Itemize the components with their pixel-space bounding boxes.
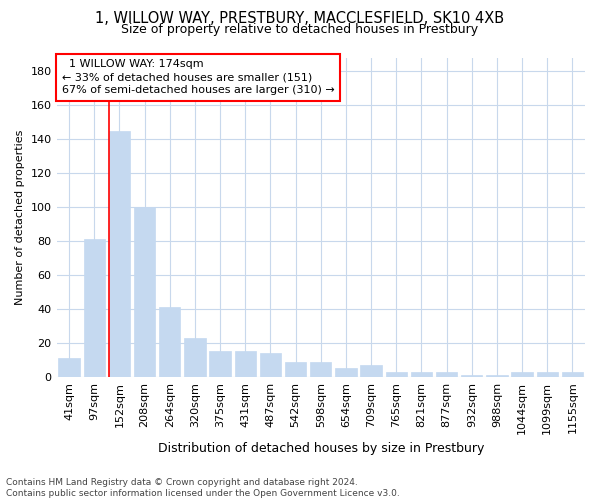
Bar (310, 362, 331, 377)
Bar (386, 372, 407, 377)
Bar (260, 353, 281, 377)
Bar (562, 372, 583, 377)
Bar (159, 307, 181, 377)
Bar (335, 368, 356, 377)
Bar (536, 372, 558, 377)
Bar (436, 372, 457, 377)
X-axis label: Distribution of detached houses by size in Prestbury: Distribution of detached houses by size … (158, 442, 484, 455)
Y-axis label: Number of detached properties: Number of detached properties (15, 130, 25, 305)
Text: Contains HM Land Registry data © Crown copyright and database right 2024.
Contai: Contains HM Land Registry data © Crown c… (6, 478, 400, 498)
Bar (511, 372, 533, 377)
Text: 1 WILLOW WAY: 174sqm  
← 33% of detached houses are smaller (151)
67% of semi-de: 1 WILLOW WAY: 174sqm ← 33% of detached h… (62, 59, 335, 96)
Bar (461, 375, 482, 377)
Bar (235, 352, 256, 377)
Bar (109, 130, 130, 377)
Bar (83, 239, 105, 377)
Bar (285, 362, 307, 377)
Bar (486, 375, 508, 377)
Text: Size of property relative to detached houses in Prestbury: Size of property relative to detached ho… (121, 22, 479, 36)
Bar (58, 358, 80, 377)
Bar (361, 365, 382, 377)
Bar (184, 338, 206, 377)
Bar (134, 207, 155, 377)
Bar (209, 352, 231, 377)
Bar (411, 372, 432, 377)
Text: 1, WILLOW WAY, PRESTBURY, MACCLESFIELD, SK10 4XB: 1, WILLOW WAY, PRESTBURY, MACCLESFIELD, … (95, 11, 505, 26)
